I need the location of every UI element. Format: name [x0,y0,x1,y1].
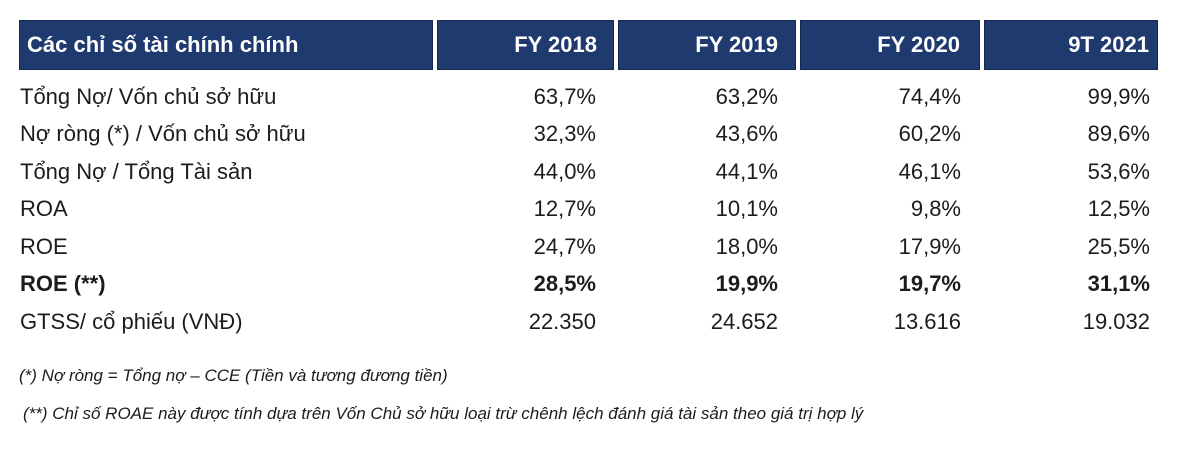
row-value-fy2020: 46,1% [898,158,961,184]
column-header-9t2021: 9T 2021 [984,20,1158,70]
row-value-fy2018: 63,7% [533,83,596,109]
row-value-9t2021: 89,6% [1087,121,1150,147]
row-value-fy2018: 24,7% [533,233,596,259]
table-row: ROA 12,7% 10,1% 9,8% 12,5% [19,191,1158,229]
footnote-net-debt: (*) Nợ ròng = Tổng nợ – CCE (Tiền và tươ… [19,366,448,385]
column-header-fy2020: FY 2020 [800,20,980,70]
row-value-9t2021: 53,6% [1087,158,1150,184]
row-label: ROE (**) [20,271,106,297]
column-header-fy2019: FY 2019 [618,20,796,70]
row-value-fy2019: 19,9% [715,271,778,297]
row-value-fy2018: 22.350 [528,308,596,334]
row-value-9t2021: 99,9% [1087,83,1150,109]
table-row: GTSS/ cổ phiếu (VNĐ) 22.350 24.652 13.61… [19,303,1158,341]
row-label: ROA [20,196,68,222]
row-label: Tổng Nợ / Tổng Tài sản [20,158,253,184]
table-title-cell: Các chỉ số tài chính chính [19,20,433,70]
table-body: Tổng Nợ/ Vốn chủ sở hữu 63,7% 63,2% 74,4… [19,70,1158,341]
row-value-fy2019: 10,1% [715,196,778,222]
row-label: Tổng Nợ/ Vốn chủ sở hữu [20,83,277,109]
row-value-fy2020: 19,7% [898,271,961,297]
row-value-fy2019: 43,6% [715,121,778,147]
row-label: GTSS/ cổ phiếu (VNĐ) [20,308,243,334]
row-value-fy2020: 9,8% [910,196,961,222]
row-value-fy2020: 13.616 [893,308,961,334]
row-value-9t2021: 31,1% [1087,271,1150,297]
row-value-fy2018: 28,5% [533,271,596,297]
row-value-fy2019: 44,1% [715,158,778,184]
row-value-fy2018: 32,3% [533,121,596,147]
row-value-fy2019: 18,0% [715,233,778,259]
table-row: ROE (**) 28,5% 19,9% 19,7% 31,1% [19,266,1158,304]
row-value-fy2019: 63,2% [715,83,778,109]
row-value-fy2020: 60,2% [898,121,961,147]
row-value-fy2019: 24.652 [710,308,778,334]
row-value-9t2021: 19.032 [1082,308,1150,334]
row-value-9t2021: 12,5% [1087,196,1150,222]
financial-ratios-table: Các chỉ số tài chính chính FY 2018 FY 20… [19,20,1158,341]
column-header-fy2018: FY 2018 [437,20,614,70]
row-value-fy2020: 17,9% [898,233,961,259]
table-row: Tổng Nợ/ Vốn chủ sở hữu 63,7% 63,2% 74,4… [19,78,1158,116]
row-label: ROE [20,233,68,259]
row-value-9t2021: 25,5% [1087,233,1150,259]
footnote-roae: (**) Chỉ số ROAE này được tính dựa trên … [23,404,864,423]
row-value-fy2020: 74,4% [898,83,961,109]
row-value-fy2018: 12,7% [533,196,596,222]
row-value-fy2018: 44,0% [533,158,596,184]
table-row: ROE 24,7% 18,0% 17,9% 25,5% [19,228,1158,266]
row-label: Nợ ròng (*) / Vốn chủ sở hữu [20,121,306,147]
table-row: Tổng Nợ / Tổng Tài sản 44,0% 44,1% 46,1%… [19,153,1158,191]
table-header-row: Các chỉ số tài chính chính FY 2018 FY 20… [19,20,1158,70]
table-row: Nợ ròng (*) / Vốn chủ sở hữu 32,3% 43,6%… [19,116,1158,154]
